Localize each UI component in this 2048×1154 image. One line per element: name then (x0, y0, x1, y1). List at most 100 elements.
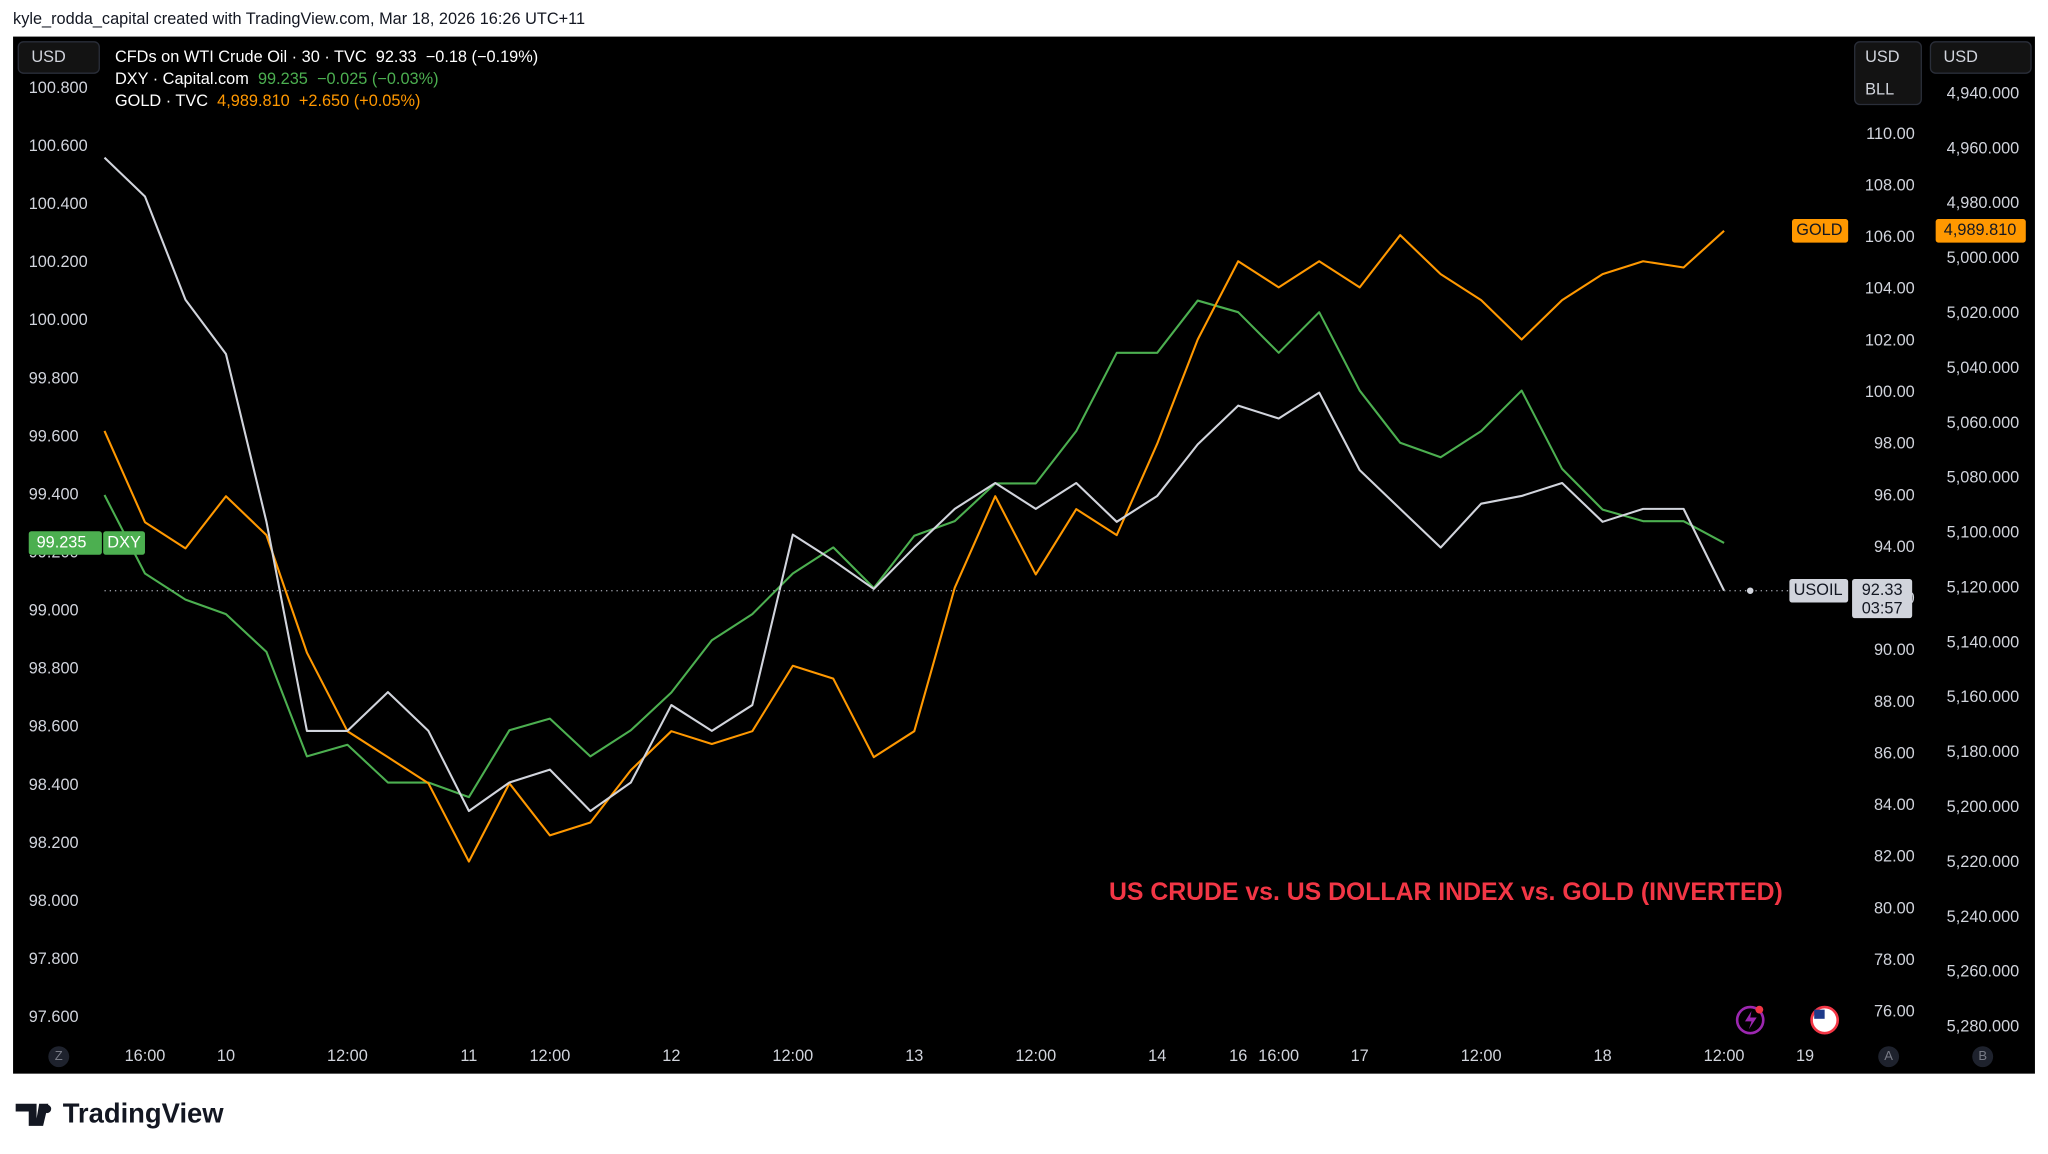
brand-logo-dot (42, 1104, 52, 1114)
far-right-tick-label: 5,120.000 (1947, 578, 2020, 596)
x-tick-label: 16:00 (1258, 1047, 1299, 1065)
legend-value: 4,989.810 (217, 92, 290, 110)
series-line (103, 156, 1726, 813)
right-tick-label: 82.00 (1874, 848, 1915, 866)
right-tick-label: 96.00 (1874, 486, 1915, 504)
x-tick-label: 18 (1594, 1047, 1612, 1065)
x-tick-label: 11 (460, 1047, 477, 1065)
x-tick-label: 12:00 (327, 1047, 368, 1065)
legend-title: GOLD · TVC (115, 92, 208, 110)
left-tick-label: 98.600 (29, 718, 79, 736)
right-tick-label: 106.00 (1865, 228, 1915, 246)
far-right-tick-label: 5,040.000 (1947, 359, 2020, 377)
far-right-tick-label: 5,060.000 (1947, 414, 2020, 432)
far-right-tick-label: 5,220.000 (1947, 853, 2020, 871)
x-tick-label: 12:00 (1461, 1047, 1502, 1065)
x-tick-label: 10 (217, 1047, 235, 1065)
axis-button-label[interactable]: A (1884, 1048, 1893, 1063)
series-name-badge (1792, 219, 1849, 243)
x-tick-label: 16:00 (125, 1047, 166, 1065)
countdown: 03:57 (1862, 599, 1903, 617)
x-tick-label: 12:00 (1704, 1047, 1745, 1065)
axis-button-label[interactable]: Z (55, 1048, 63, 1063)
right-axis-measure[interactable]: BLL (1865, 80, 1894, 98)
chart-background (13, 36, 2035, 1074)
axis-button-label[interactable]: B (1978, 1048, 1987, 1063)
legend-title: CFDs on WTI Crude Oil · 30 · TVC (115, 48, 367, 66)
right-tick-label: 102.00 (1865, 331, 1915, 349)
x-tick-label: 12 (662, 1047, 680, 1065)
left-axis-unit[interactable]: USD (31, 48, 65, 66)
attribution: kyle_rodda_capital created with TradingV… (13, 10, 585, 28)
alert-dot (1755, 1005, 1764, 1014)
far-right-tick-label: 5,200.000 (1947, 798, 2020, 816)
brand-logo (15, 1103, 49, 1126)
right-axis-unit[interactable]: USD (1865, 48, 1899, 66)
series-name: GOLD (1796, 221, 1842, 239)
legend-title: DXY · Capital.com (115, 70, 249, 88)
left-tick-label: 98.000 (29, 892, 79, 910)
left-axis-unit-box[interactable] (17, 41, 100, 74)
x-tick-label: 13 (905, 1047, 923, 1065)
last-point (1746, 587, 1754, 594)
x-tick-label: 17 (1351, 1047, 1369, 1065)
far-right-tick-label: 5,260.000 (1947, 963, 2020, 981)
right-tick-label: 78.00 (1874, 951, 1915, 969)
price-badge (1935, 219, 2026, 243)
series-line (103, 299, 1725, 799)
alert-icon[interactable] (1735, 1005, 1765, 1035)
x-tick-label: 12:00 (529, 1047, 570, 1065)
flag-canton (1814, 1009, 1825, 1019)
far-right-tick-label: 5,100.000 (1947, 524, 2020, 542)
far-right-axis-unit[interactable]: USD (1944, 48, 1978, 66)
price-label: 99.235 (37, 533, 87, 551)
far-right-tick-label: 4,960.000 (1947, 139, 2020, 157)
right-tick-label: 88.00 (1874, 693, 1915, 711)
price-label: 92.33 (1862, 581, 1903, 599)
far-right-tick-label: 5,240.000 (1947, 908, 2020, 926)
legend-change: −0.18 (−0.19%) (426, 48, 538, 66)
right-tick-label: 80.00 (1874, 899, 1915, 917)
x-tick-label: 12:00 (1015, 1047, 1056, 1065)
price-label: 4,989.810 (1944, 221, 2017, 239)
left-tick-label: 99.400 (29, 485, 79, 503)
left-tick-label: 98.400 (29, 776, 79, 794)
right-tick-label: 86.00 (1874, 744, 1915, 762)
x-tick-label: 16 (1229, 1047, 1247, 1065)
series-name: DXY (107, 533, 141, 551)
alert-bolt (1744, 1010, 1757, 1030)
far-right-tick-label: 5,180.000 (1947, 743, 2020, 761)
far-right-tick-label: 5,000.000 (1947, 249, 2020, 267)
legend-change: −0.025 (−0.03%) (317, 70, 439, 88)
far-right-tick-label: 5,140.000 (1947, 633, 2020, 651)
axis-button[interactable] (1878, 1046, 1900, 1068)
axis-button[interactable] (48, 1046, 70, 1068)
series-name-badge (1789, 578, 1849, 603)
far-right-tick-label: 5,280.000 (1947, 1018, 2020, 1036)
right-tick-label: 98.00 (1874, 435, 1915, 453)
left-tick-label: 100.800 (29, 79, 88, 97)
left-tick-label: 100.000 (29, 311, 88, 329)
legend-value: 99.235 (258, 70, 308, 88)
annotation: US CRUDE vs. US DOLLAR INDEX vs. GOLD (I… (1109, 879, 1783, 906)
left-tick-label: 99.000 (29, 602, 79, 620)
price-badge (28, 531, 102, 555)
right-tick-label: 84.00 (1874, 796, 1915, 814)
axis-button[interactable] (1972, 1046, 1994, 1068)
far-right-tick-label: 5,080.000 (1947, 469, 2020, 487)
right-axis-unit-box[interactable] (1854, 41, 1922, 106)
right-tick-label: 94.00 (1874, 538, 1915, 556)
series-name-badge (103, 531, 145, 555)
far-right-axis-unit-box[interactable] (1929, 41, 2032, 74)
left-tick-label: 100.200 (29, 253, 88, 271)
legend-change: +2.650 (+0.05%) (299, 92, 421, 110)
left-tick-label: 100.400 (29, 195, 88, 213)
right-tick-label: 110.00 (1866, 125, 1915, 143)
x-tick-label: 14 (1148, 1047, 1166, 1065)
left-tick-label: 98.200 (29, 834, 79, 852)
left-tick-label: 99.800 (29, 369, 79, 387)
far-right-tick-label: 4,940.000 (1947, 84, 2020, 102)
brand-name: TradingView (63, 1098, 225, 1129)
